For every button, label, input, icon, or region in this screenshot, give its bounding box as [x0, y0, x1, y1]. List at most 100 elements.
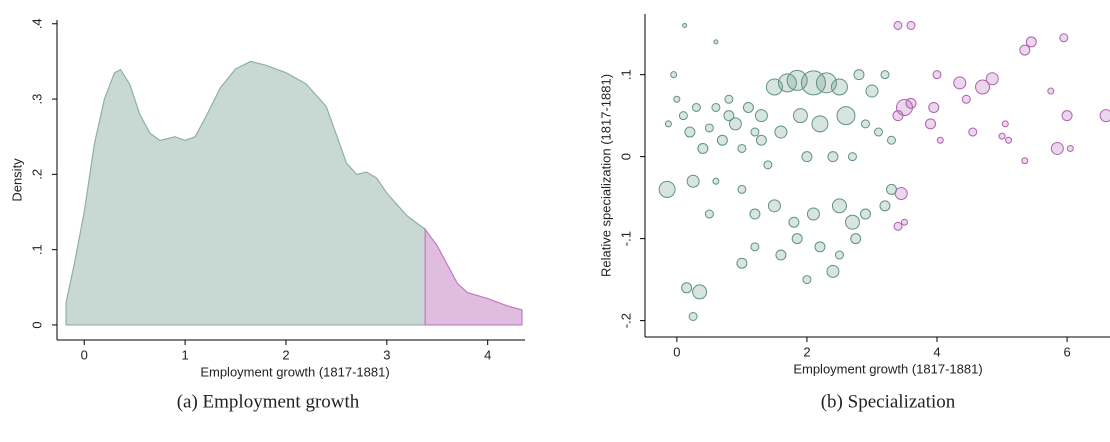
x-tick-label: 6 [1063, 344, 1070, 359]
bubble [880, 70, 890, 80]
bubble [737, 143, 747, 153]
bubble [1025, 36, 1037, 48]
bubble [886, 135, 896, 145]
bubble [723, 110, 735, 122]
y-axis-title: Relative specialization (1817-1881) [598, 74, 613, 277]
bubble [802, 275, 812, 285]
bubble [678, 111, 688, 121]
bubble [767, 199, 781, 213]
bubble [792, 108, 808, 124]
bubble [774, 125, 788, 139]
bubble [893, 20, 903, 30]
bubble [893, 221, 903, 231]
bubble [928, 101, 940, 113]
bubble [728, 117, 742, 131]
bubble [691, 102, 701, 112]
bubble [713, 39, 719, 45]
bubble [1061, 110, 1073, 122]
bubble [704, 209, 714, 219]
bubble [836, 106, 856, 126]
bubble [1001, 120, 1009, 128]
x-tick-label: 2 [803, 344, 810, 359]
bubble [847, 152, 857, 162]
y-axis-title: Density [9, 158, 24, 202]
bubble [968, 127, 978, 137]
bubble [894, 187, 908, 201]
bubble [1059, 33, 1069, 43]
y-tick-label: -.2 [618, 313, 633, 328]
bubble [697, 142, 709, 154]
bubble [750, 242, 760, 252]
y-tick-label: 0 [29, 321, 44, 328]
bubble [724, 94, 734, 104]
bubble [664, 120, 672, 128]
bubble [704, 123, 714, 133]
bubble [749, 208, 761, 220]
y-tick-label: .3 [29, 94, 44, 105]
bubble [900, 218, 908, 226]
bubble [800, 70, 826, 96]
bubble [827, 151, 839, 163]
bubble [737, 184, 747, 194]
bubble [692, 284, 708, 300]
bubble [763, 160, 773, 170]
density-area [65, 60, 426, 326]
x-tick-label: 0 [673, 344, 680, 359]
x-tick-label: 0 [81, 347, 88, 362]
bubble [811, 115, 829, 133]
bubble [873, 127, 883, 137]
bubble [925, 118, 937, 130]
bubble [826, 264, 840, 278]
y-tick-label: .4 [29, 18, 44, 29]
bubble [831, 198, 847, 214]
bubble [1066, 144, 1074, 152]
x-axis-title: Employment growth (1817-1881) [793, 361, 982, 376]
bubble [1019, 44, 1031, 56]
bubble [953, 76, 967, 90]
bubble [844, 214, 860, 230]
bubble [806, 207, 820, 221]
bubble [775, 249, 787, 261]
bubble [961, 94, 971, 104]
bubble [859, 208, 871, 220]
x-tick-label: 4 [484, 347, 491, 362]
y-tick-label: .2 [29, 169, 44, 180]
bubble [788, 216, 800, 228]
bubble [686, 174, 700, 188]
bubble [670, 71, 678, 79]
bubble [681, 282, 693, 294]
bubble [684, 126, 696, 138]
bubble [755, 134, 767, 146]
bubble [801, 151, 813, 163]
bubble [658, 180, 676, 198]
bubble [750, 127, 760, 137]
bubble [1005, 136, 1013, 144]
bubble [712, 177, 720, 185]
bubble [754, 109, 768, 123]
bubble [682, 22, 688, 28]
bubble [860, 119, 870, 129]
density-area [424, 227, 523, 326]
bubble [905, 97, 917, 109]
y-tick-label: 0 [618, 153, 633, 160]
caption: (a) Employment growth [177, 391, 360, 412]
bubble [850, 233, 862, 245]
bubble [998, 132, 1006, 140]
bubble [830, 78, 848, 96]
bubble [1021, 157, 1029, 165]
bubble [673, 95, 681, 103]
bubble [1099, 109, 1110, 123]
bubble [879, 200, 891, 212]
bubble [716, 134, 728, 146]
x-tick-label: 2 [282, 347, 289, 362]
plot-area [65, 60, 523, 326]
bubble [791, 233, 803, 245]
y-tick-label: -.1 [618, 231, 633, 246]
bubble [736, 257, 748, 269]
bubble [1047, 87, 1055, 95]
y-tick-label: .1 [29, 244, 44, 255]
caption: (b) Specialization [821, 391, 956, 412]
x-tick-label: 1 [181, 347, 188, 362]
